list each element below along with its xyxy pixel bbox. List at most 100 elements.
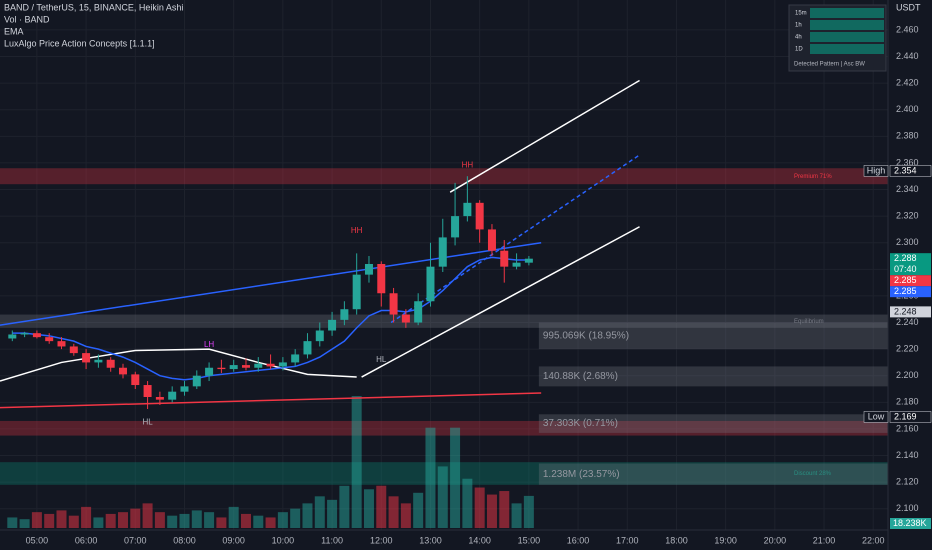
candle-body: [303, 341, 312, 355]
candle-body: [106, 359, 115, 368]
x-tick-label: 21:00: [813, 535, 836, 545]
volume-bar: [93, 517, 104, 528]
profile-bar: [538, 463, 888, 485]
volume-bar: [400, 503, 411, 528]
volume-bar: [7, 517, 18, 528]
candle-body: [20, 333, 29, 335]
volume-bar: [56, 510, 67, 528]
zone: [0, 420, 888, 436]
price-tag: [890, 253, 931, 276]
volume-bar: [314, 496, 325, 528]
price-tag-name: High: [867, 165, 886, 175]
profile-label: 995.069K (18.95%): [543, 330, 629, 341]
y-tick-label: 2.200: [896, 370, 919, 380]
axes: 2.100 2.120 2.140 2.160 2.180 2.200 2.220 2.240…: [26, 24, 932, 545]
price-tag-label: 2.169: [894, 411, 917, 421]
structure-label: LH: [204, 340, 214, 349]
profile-label: 140.88K (2.68%): [543, 371, 618, 382]
volume-bar: [265, 517, 276, 528]
candle-body: [524, 258, 533, 263]
zone-label: Premium 71%: [794, 174, 832, 180]
price-tag-label: 2.288: [894, 253, 917, 263]
x-tick-label: 22:00: [862, 535, 885, 545]
volume-bar: [339, 485, 350, 528]
x-tick-label: 10:00: [272, 535, 295, 545]
volume-bar: [363, 489, 374, 528]
candle-body: [118, 367, 127, 375]
x-tick-label: 06:00: [75, 535, 98, 545]
x-tick-label: 08:00: [173, 535, 196, 545]
volume-bar: [253, 515, 264, 528]
volume-bar: [437, 466, 448, 528]
price-tag: [889, 411, 932, 423]
labels: HH HH HL LH HL: [142, 161, 473, 427]
volume-bar: [302, 503, 313, 528]
volume-bar: [486, 494, 497, 528]
candle-body: [463, 202, 472, 217]
indicator: LuxAlgo Price Action Concepts [1.1.1]: [4, 38, 155, 48]
trend-line: [0, 392, 542, 409]
candle-body: [315, 330, 324, 342]
y-tick-label: 2.320: [896, 210, 919, 220]
x-tick-label: 15:00: [518, 535, 541, 545]
x-tick-label: 07:00: [124, 535, 147, 545]
volume-bar: [31, 512, 42, 528]
volume-tag-label: 18.238K: [893, 518, 927, 528]
y-tick-label: 2.300: [896, 237, 919, 247]
volume-bar: [462, 478, 473, 528]
volume-bar: [240, 513, 251, 528]
panel-row-label: 4h: [795, 35, 802, 41]
candle-body: [241, 365, 250, 368]
candles: [8, 176, 533, 409]
volume-bar: [19, 519, 30, 528]
price-tag-name-box: [863, 165, 889, 177]
volume-bar: [523, 495, 534, 528]
y-tick-label: 2.100: [896, 503, 919, 513]
volume-bar: [216, 517, 227, 528]
price-tag: [889, 165, 932, 177]
x-tick-label: 18:00: [665, 535, 688, 545]
x-tick-label: 05:00: [26, 535, 49, 545]
volume-bar: [105, 513, 116, 528]
volume-bar: [204, 512, 215, 528]
candle-body: [45, 337, 54, 342]
ema-line: [12, 256, 529, 381]
volume-bar: [228, 506, 239, 528]
candle-body: [8, 334, 17, 339]
volume-bar: [81, 506, 92, 528]
volume-bar: [167, 515, 178, 528]
y-tick-label: 2.400: [896, 104, 919, 114]
trend-line: [449, 79, 640, 193]
x-tick-label: 17:00: [616, 535, 639, 545]
profile-label: 1.238M (23.57%): [543, 469, 620, 480]
structure-label: HH: [462, 161, 474, 170]
volume-bar: [450, 427, 461, 528]
candle-body: [500, 250, 509, 267]
candle-body: [414, 301, 423, 323]
profile-bar: [538, 366, 888, 387]
volume-bar: [68, 515, 79, 528]
volume-bar: [413, 492, 424, 528]
zone: [0, 314, 888, 328]
x-tick-label: 12:00: [370, 535, 393, 545]
indicator: EMA: [4, 26, 24, 36]
volume-bar: [425, 427, 436, 528]
indicator: Vol · BAND: [4, 14, 50, 24]
candle-body: [82, 353, 91, 363]
zone-label: Discount 28%: [794, 471, 832, 477]
y-tick-label: 2.160: [896, 423, 919, 433]
volume-bar: [474, 487, 485, 528]
profile-bar: [538, 414, 888, 433]
candle-body: [168, 391, 177, 400]
price-tag-label: 2.248: [894, 306, 917, 316]
x-tick-label: 20:00: [764, 535, 787, 545]
structure-label: HL: [142, 417, 153, 426]
volume-bar: [511, 503, 522, 528]
x-tick-label: 14:00: [468, 535, 491, 545]
y-tick-label: 2.240: [896, 317, 919, 327]
candle-body: [451, 216, 460, 238]
volume-bar: [388, 496, 399, 528]
panel-row-label: 1h: [795, 23, 802, 29]
